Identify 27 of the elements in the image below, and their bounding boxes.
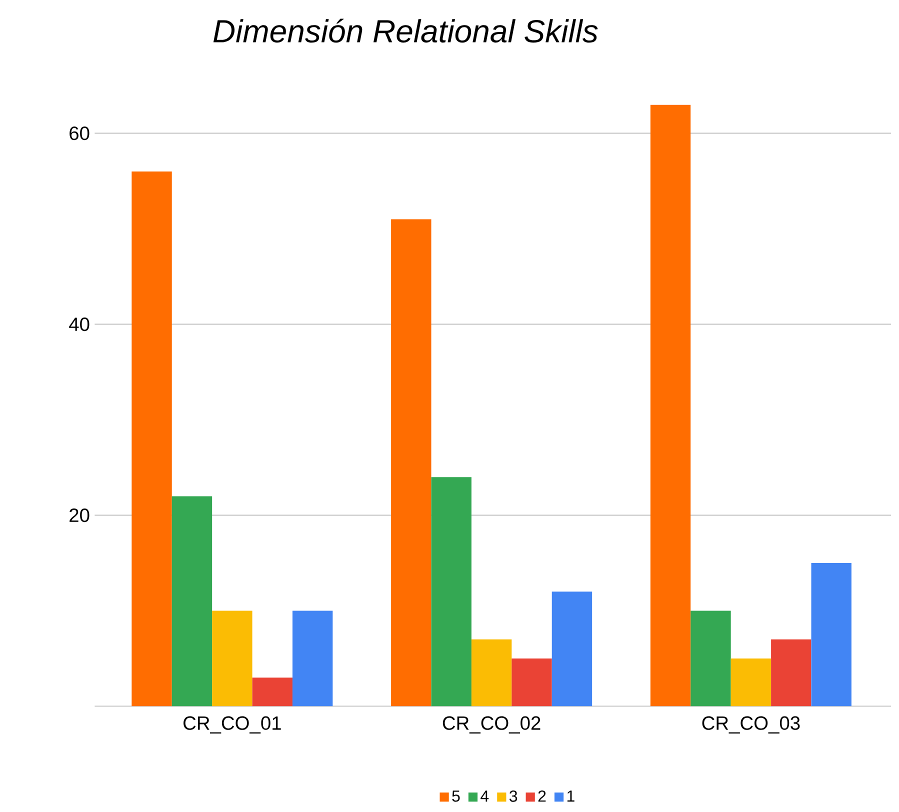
bar [771, 639, 812, 706]
bar [552, 592, 592, 706]
chart-title: Dimensión Relational Skills [213, 18, 598, 42]
bar [690, 610, 731, 706]
bar [132, 171, 172, 706]
legend-label: 5 [452, 790, 460, 802]
bar [471, 639, 512, 706]
bar [431, 476, 472, 706]
bar [650, 104, 691, 706]
bar [172, 496, 212, 706]
legend-label: 2 [538, 790, 546, 802]
x-tick-label: CR_CO_01 [184, 716, 281, 734]
bar [212, 610, 252, 706]
bar [512, 658, 552, 706]
bar [730, 658, 772, 706]
y-tick-label: 20 [70, 508, 90, 522]
legend-label: 1 [567, 790, 574, 802]
bar [811, 562, 852, 706]
bar [292, 610, 333, 706]
y-tick-label: 60 [70, 126, 90, 140]
x-tick-label: CR_CO_02 [442, 716, 540, 734]
legend-label: 4 [480, 790, 489, 802]
x-tick-label: CR_CO_03 [702, 716, 800, 734]
bar [252, 677, 292, 706]
legend-label: 3 [509, 790, 518, 802]
y-tick-label: 40 [69, 317, 90, 331]
bar [391, 219, 432, 706]
